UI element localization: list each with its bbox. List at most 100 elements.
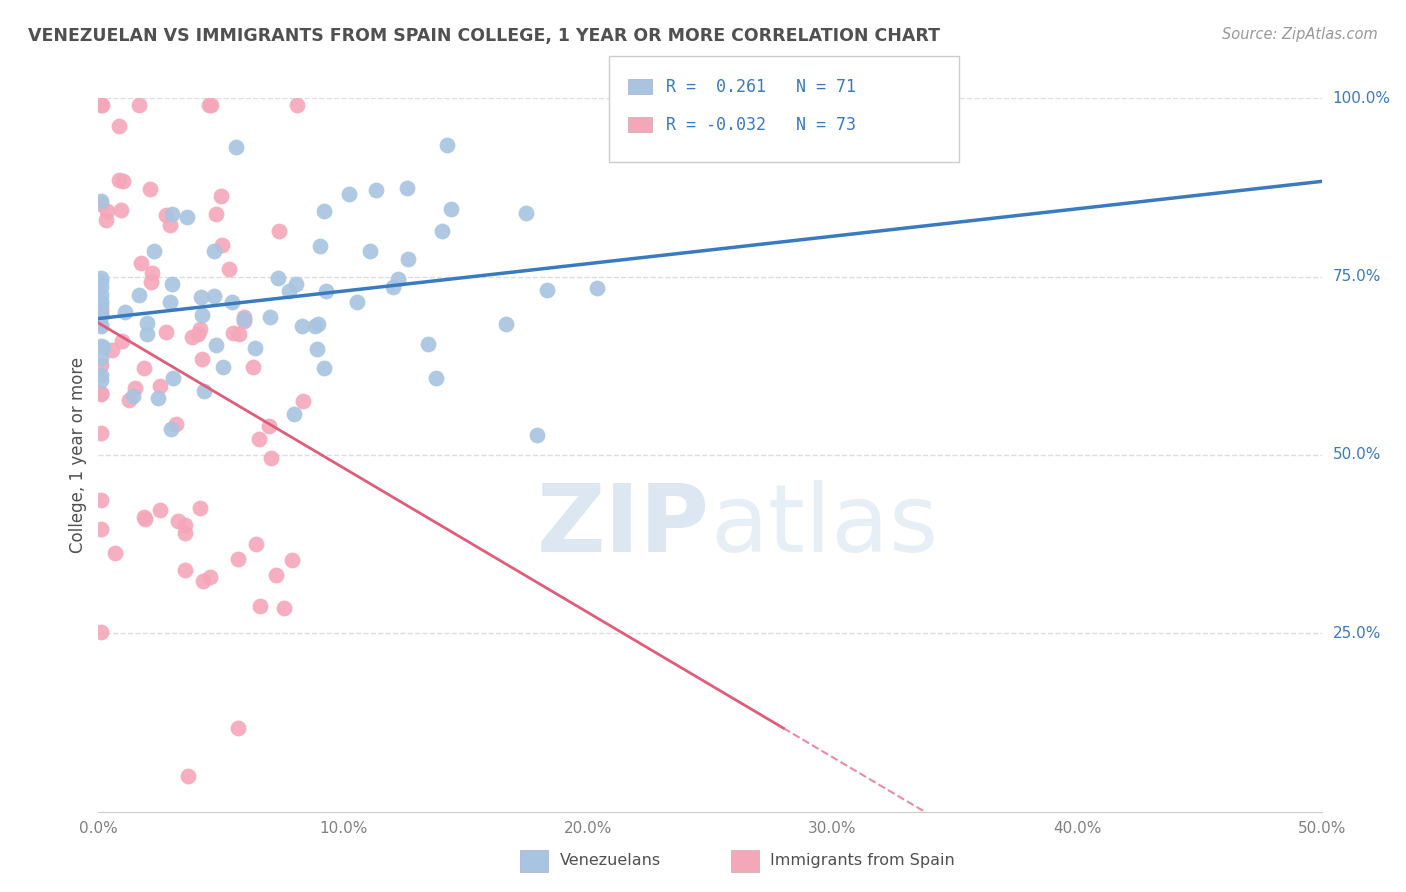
Point (143, 244, 166, 258)
Point (162, 371, 184, 385)
Text: R =  0.261   N = 71: R = 0.261 N = 71 (666, 78, 856, 95)
Point (190, 322, 212, 336)
Point (174, 517, 197, 532)
Y-axis label: College, 1 year or more: College, 1 year or more (69, 357, 87, 553)
Point (381, 280, 404, 294)
Point (200, 98, 222, 112)
Point (167, 514, 190, 528)
Point (396, 252, 419, 266)
Point (281, 553, 304, 567)
Point (249, 599, 271, 614)
Point (94, 213, 117, 227)
Text: ZIP: ZIP (537, 480, 710, 573)
Point (259, 310, 281, 325)
Point (418, 336, 440, 351)
Point (204, 244, 226, 258)
Point (515, 206, 537, 220)
Point (90, 318, 112, 333)
Point (101, 343, 124, 357)
Text: Source: ZipAtlas.com: Source: ZipAtlas.com (1222, 27, 1378, 42)
Point (191, 308, 214, 322)
Text: VENEZUELAN VS IMMIGRANTS FROM SPAIN COLLEGE, 1 YEAR OR MORE CORRELATION CHART: VENEZUELAN VS IMMIGRANTS FROM SPAIN COLL… (28, 27, 941, 45)
Point (267, 270, 290, 285)
Point (395, 181, 418, 195)
Point (200, 570, 222, 584)
Point (90, 194, 112, 209)
Point (337, 187, 360, 202)
Point (90, 351, 112, 365)
Point (188, 501, 211, 516)
Point (128, 98, 150, 112)
Point (134, 512, 156, 526)
Point (112, 173, 135, 187)
Point (90, 98, 112, 112)
Point (190, 290, 212, 304)
Point (108, 173, 131, 187)
Point (218, 262, 240, 277)
Point (132, 361, 155, 376)
Point (211, 238, 233, 252)
Point (90, 301, 112, 316)
Point (536, 283, 558, 297)
Point (90, 274, 112, 288)
Point (104, 546, 127, 560)
Point (346, 295, 368, 310)
Point (128, 287, 150, 301)
Point (277, 285, 299, 299)
Point (165, 417, 187, 431)
Point (312, 203, 335, 218)
Point (90, 287, 112, 301)
Point (291, 393, 314, 408)
Point (284, 277, 307, 291)
Point (425, 370, 447, 384)
Point (162, 277, 184, 291)
Text: Venezuelans: Venezuelans (560, 854, 661, 868)
Point (243, 341, 266, 355)
Point (129, 256, 152, 270)
Point (90, 297, 112, 311)
Point (264, 568, 287, 582)
Point (222, 326, 245, 340)
Point (90, 318, 112, 332)
Point (159, 294, 181, 309)
Point (221, 295, 243, 310)
Point (122, 389, 145, 403)
Point (90, 271, 112, 285)
Point (283, 407, 305, 421)
Point (111, 334, 134, 349)
Point (193, 384, 215, 398)
Point (90, 373, 112, 387)
Point (90, 425, 112, 440)
Point (90, 309, 112, 323)
Point (124, 381, 146, 395)
Point (91, 98, 114, 112)
Point (155, 325, 177, 339)
Point (305, 342, 328, 356)
Point (139, 182, 162, 196)
Point (155, 208, 177, 222)
Point (160, 422, 183, 436)
Point (90, 197, 112, 211)
Point (273, 601, 295, 615)
Point (440, 202, 463, 217)
Point (209, 188, 232, 202)
Point (139, 275, 162, 289)
Point (291, 318, 314, 333)
Point (90, 368, 112, 382)
Point (90, 359, 112, 373)
Point (233, 310, 256, 324)
Point (366, 183, 388, 197)
Point (174, 563, 197, 577)
Point (304, 318, 326, 333)
Text: 25.0%: 25.0% (1333, 626, 1381, 640)
Point (307, 317, 329, 331)
Point (212, 359, 235, 374)
Point (205, 338, 228, 352)
Point (228, 326, 250, 341)
Point (90, 387, 112, 401)
Point (181, 330, 204, 344)
Text: atlas: atlas (710, 480, 938, 573)
Point (136, 316, 159, 330)
Point (233, 312, 256, 326)
Point (117, 393, 139, 408)
